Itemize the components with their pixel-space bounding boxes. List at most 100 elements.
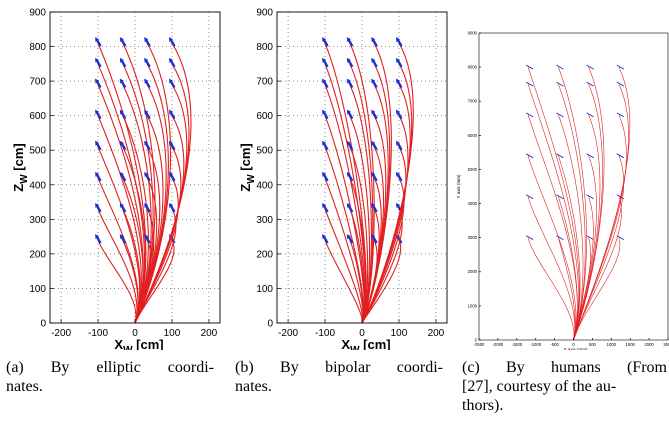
arrow-15 xyxy=(586,112,594,118)
caption-c-line-3: thors). xyxy=(462,397,504,414)
x-tick-label-3: -1000 xyxy=(530,342,541,347)
x-axis-var: X xyxy=(114,337,123,350)
trajectory-11 xyxy=(558,66,587,341)
trajectory-11 xyxy=(122,146,147,324)
arrow-head-3 xyxy=(322,140,327,146)
arrow-head-25 xyxy=(168,202,173,208)
x-tick-label-7: 1000 xyxy=(607,342,617,347)
arrow-head-1 xyxy=(322,202,327,208)
trajectory-17 xyxy=(573,66,605,341)
arrow-head-22 xyxy=(371,57,376,63)
arrow-27 xyxy=(395,140,403,151)
arrow-5 xyxy=(525,64,534,70)
y-tick-label-6: 600 xyxy=(29,111,46,122)
plot-elliptic: -200 -100 0 100 200 0 100 200 300 400 500 600 700 800… xyxy=(11,8,221,350)
arrow-4 xyxy=(322,109,329,120)
arrow-12 xyxy=(346,109,354,120)
arrow-head-4 xyxy=(322,109,327,115)
arrow-head-13 xyxy=(346,78,351,84)
x-tick-label-3: 100 xyxy=(164,328,181,339)
x-tick-label-10: 2500 xyxy=(663,342,669,347)
arrow-head-19 xyxy=(371,140,376,146)
arrow-8 xyxy=(119,234,127,244)
arrow-16 xyxy=(371,234,378,244)
x-axis-unit: [cm] xyxy=(133,337,164,350)
trajectory-6 xyxy=(558,237,576,341)
figure-b: -200 -100 0 100 200 0 100 200 300 400 500 600 700 800… xyxy=(225,0,450,350)
arrow-20 xyxy=(144,109,151,120)
x-tick-label-0: -200 xyxy=(51,328,71,339)
arrow-12 xyxy=(586,235,594,241)
trajectory-4 xyxy=(324,115,365,324)
arrow-17 xyxy=(586,64,594,70)
arrow-head-11 xyxy=(346,140,351,146)
y-tick-label-1: 100 xyxy=(29,284,46,295)
arrow-head-11 xyxy=(119,140,124,146)
arrow-head-5 xyxy=(322,78,327,84)
trajectory-7 xyxy=(558,196,578,341)
arrow-0 xyxy=(525,235,534,241)
plot-frame xyxy=(478,32,669,341)
arrow-11 xyxy=(556,64,564,70)
y-tick-label-8: 8000 xyxy=(468,65,478,70)
arrow-0 xyxy=(322,234,329,244)
arrow-3 xyxy=(525,112,534,118)
arrow-head-23 xyxy=(371,37,376,43)
arrow-head-21 xyxy=(371,78,376,84)
arrow-21 xyxy=(144,78,151,89)
arrow-31 xyxy=(395,37,403,47)
arrow-28 xyxy=(168,109,176,120)
arrow-16 xyxy=(586,81,594,87)
arrow-2 xyxy=(322,171,329,182)
x-tick-label-4: -500 xyxy=(550,342,559,347)
arrow-18 xyxy=(144,171,151,182)
arrow-17 xyxy=(144,202,151,213)
arrow-3 xyxy=(322,140,329,151)
x-axis-unit: [cm] xyxy=(360,337,391,350)
caption-a-line-2: nates. xyxy=(6,378,43,395)
arrow-0 xyxy=(95,234,102,244)
arrow-head-9 xyxy=(119,202,124,208)
arrow-18 xyxy=(616,235,625,241)
arrow-6 xyxy=(556,235,564,241)
arrow-head-28 xyxy=(395,109,400,115)
arrow-9 xyxy=(556,112,564,118)
x-tick-label-6: 500 xyxy=(589,342,597,347)
y-tick-label-5: 500 xyxy=(29,146,46,157)
arrow-20 xyxy=(371,109,378,120)
arrow-21 xyxy=(616,112,625,118)
arrow-head-30 xyxy=(395,57,400,63)
y-tick-label-4: 400 xyxy=(29,180,46,191)
trajectory-31 xyxy=(134,42,192,324)
trajectory-0 xyxy=(97,239,137,324)
y-tick-label-2: 200 xyxy=(29,249,46,260)
trajectory-1 xyxy=(97,208,138,324)
arrow-29 xyxy=(395,78,403,89)
arrow-2 xyxy=(525,153,534,159)
trajectory-15 xyxy=(573,114,601,341)
y-tick-label-3: 3000 xyxy=(468,235,478,240)
trajectory-10 xyxy=(558,84,586,341)
trajectory-15 xyxy=(349,42,375,324)
arrow-head-20 xyxy=(371,109,376,115)
arrow-head-17 xyxy=(144,202,149,208)
y-tick-label-3: 300 xyxy=(29,215,46,226)
y-tick-label-5: 500 xyxy=(256,146,273,157)
figure-a: -200 -100 0 100 200 0 100 200 300 400 500 600 700 800… xyxy=(0,0,225,350)
y-tick-label-7: 700 xyxy=(256,77,273,88)
arrow-head-12 xyxy=(346,109,351,115)
arrow-7 xyxy=(322,37,329,47)
arrow-head-30 xyxy=(168,57,173,63)
arrow-18 xyxy=(371,171,378,182)
arrow-30 xyxy=(395,57,403,68)
arrow-head-26 xyxy=(168,171,173,177)
y-tick-label-7: 700 xyxy=(29,77,46,88)
y-tick-label-6: 6000 xyxy=(468,133,478,138)
arrow-head-21 xyxy=(144,78,149,84)
x-tick-label-1: -100 xyxy=(88,328,108,339)
trajectory-15 xyxy=(122,42,156,324)
arrow-4 xyxy=(95,109,102,120)
arrow-head-17 xyxy=(371,202,376,208)
x-axis-var: X xyxy=(341,337,350,350)
arrow-14 xyxy=(119,57,127,68)
